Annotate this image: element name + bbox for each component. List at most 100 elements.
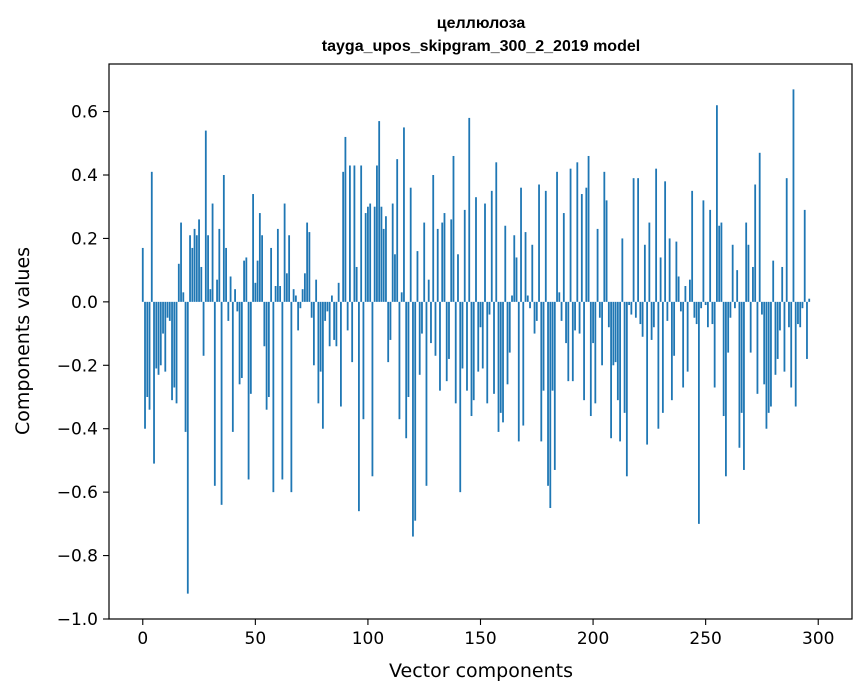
bar: [729, 301, 732, 318]
bar: [454, 301, 457, 404]
bar: [421, 301, 423, 334]
bar: [324, 301, 327, 321]
bar: [243, 260, 245, 302]
bar: [725, 301, 727, 477]
bar: [290, 301, 293, 493]
bar: [531, 244, 534, 302]
bar: [743, 301, 745, 470]
bar: [693, 301, 696, 318]
bar: [380, 206, 383, 302]
bar: [704, 301, 707, 306]
bar: [245, 257, 248, 302]
bar: [767, 301, 770, 413]
bar: [515, 257, 518, 302]
bar: [265, 301, 268, 410]
bar: [677, 276, 680, 302]
bar: [614, 301, 617, 363]
bar: [195, 235, 198, 302]
bar: [171, 301, 173, 401]
bar: [398, 301, 401, 420]
y-axis-ticks: −1.0 −0.8 −0.6 −0.4 −0.2 0.0 0.2 0.4 0.6: [57, 103, 109, 630]
bar: [150, 171, 153, 302]
bar: [567, 301, 570, 382]
bar: [684, 286, 687, 302]
bar: [535, 301, 538, 321]
bar: [340, 301, 342, 407]
bar: [337, 282, 340, 302]
bar: [587, 155, 590, 302]
y-tick-label: −1.0: [57, 610, 98, 630]
bar: [310, 301, 313, 318]
bar: [790, 301, 793, 388]
x-tick-label: 150: [464, 629, 496, 649]
bar: [565, 301, 567, 344]
bar: [234, 289, 236, 302]
bar: [632, 178, 635, 302]
bar: [666, 301, 669, 321]
bar: [752, 266, 754, 302]
bar: [358, 301, 360, 512]
y-tick-label: 0.0: [71, 293, 98, 313]
x-axis-label: Vector components: [389, 660, 573, 682]
bar: [468, 117, 471, 302]
bar: [675, 241, 678, 302]
bar: [508, 301, 511, 353]
bar: [173, 301, 176, 388]
bar: [758, 152, 761, 302]
bar: [409, 187, 412, 302]
y-tick-label: −0.2: [57, 356, 98, 376]
bar: [556, 171, 558, 302]
bar: [434, 301, 437, 356]
bar: [466, 301, 468, 391]
bar: [673, 301, 676, 356]
bar: [193, 228, 196, 302]
bar: [303, 273, 306, 302]
bar: [470, 301, 473, 417]
bar: [459, 301, 462, 493]
bar: [186, 301, 189, 594]
y-tick-label: 0.4: [71, 166, 98, 186]
bar: [463, 209, 466, 302]
bar: [747, 244, 750, 302]
bar: [493, 301, 495, 394]
bar: [184, 301, 187, 432]
bar: [553, 301, 556, 470]
bar: [216, 279, 218, 302]
bar: [439, 301, 441, 391]
bar: [736, 270, 739, 302]
bar: [416, 251, 419, 302]
bar: [655, 168, 658, 302]
bar: [657, 301, 660, 429]
bar: [400, 292, 403, 302]
bar: [770, 301, 772, 407]
bar: [254, 282, 257, 302]
bar: [718, 225, 721, 302]
bar: [391, 203, 394, 302]
x-tick-label: 0: [137, 629, 148, 649]
bar: [209, 289, 212, 302]
bar: [285, 273, 288, 302]
bar: [765, 301, 768, 429]
bar: [623, 301, 626, 413]
bar: [238, 301, 241, 385]
bar: [141, 247, 144, 302]
bar: [533, 301, 536, 334]
bar: [247, 301, 250, 480]
bar: [272, 301, 275, 493]
bar: [301, 289, 304, 302]
bar: [659, 257, 662, 302]
bar: [569, 168, 572, 302]
bar: [526, 295, 529, 302]
bar: [443, 213, 446, 302]
bar: [576, 162, 579, 302]
bar: [148, 301, 151, 410]
bar: [162, 301, 164, 334]
bar: [425, 301, 428, 486]
bar: [405, 301, 408, 439]
bar: [578, 301, 581, 334]
bar: [637, 178, 640, 302]
bar: [236, 301, 239, 312]
bar: [731, 244, 734, 302]
x-tick-label: 200: [577, 629, 609, 649]
bar: [364, 213, 367, 302]
